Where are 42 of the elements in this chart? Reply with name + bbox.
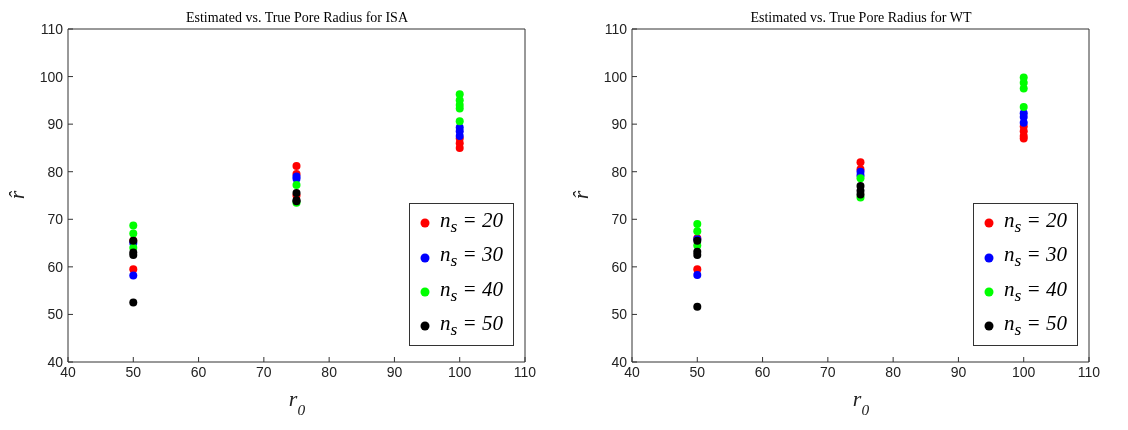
- y-tick-label: 80: [47, 163, 64, 180]
- y-tick-label: 50: [611, 306, 628, 323]
- x-axis-title: r$_{0}$: [852, 386, 870, 418]
- y-tick-label: 100: [603, 68, 628, 85]
- x-tick-label: 60: [754, 363, 771, 380]
- x-tick-label: 70: [820, 363, 836, 380]
- chart-title: Estimated vs. True Pore Radius for WT: [749, 10, 973, 26]
- y-tick-label: 60: [47, 258, 64, 275]
- x-tick-label: 100: [448, 363, 472, 380]
- x-tick-label: 80: [885, 363, 902, 380]
- y-tick-label: 70: [47, 211, 64, 228]
- x-tick-label: 70: [256, 363, 272, 380]
- x-tick-label: 80: [321, 363, 338, 380]
- legend-label: n$_{s}$ = 30: [1004, 242, 1067, 271]
- x-tick-label: 110: [513, 363, 537, 380]
- y-tick-label: 50: [47, 306, 64, 323]
- y-tick-label: 70: [611, 211, 628, 228]
- x-tick-label: 60: [190, 363, 207, 380]
- legend-label: n$_{s}$ = 50: [1004, 310, 1067, 339]
- x-tick-label: 50: [125, 363, 142, 380]
- legend-label: n$_{s}$ = 20: [440, 208, 503, 237]
- x-tick-label: 100: [1012, 363, 1036, 380]
- y-tick-label: 60: [611, 258, 628, 275]
- legend-label: n$_{s}$ = 50: [440, 310, 503, 339]
- x-tick-label: 90: [386, 363, 403, 380]
- y-axis-title: r̂: [4, 190, 29, 200]
- y-tick-label: 110: [40, 20, 64, 37]
- chart-title: Estimated vs. True Pore Radius for ISA: [184, 10, 410, 26]
- x-tick-label: 110: [1077, 363, 1101, 380]
- y-tick-label: 100: [39, 68, 64, 85]
- x-tick-label: 90: [950, 363, 967, 380]
- legend-label: n$_{s}$ = 30: [440, 242, 503, 271]
- y-axis-title: r̂: [568, 190, 593, 200]
- y-tick-label: 90: [47, 116, 64, 133]
- x-axis-title: r$_{0}$: [288, 386, 306, 418]
- legend-label: n$_{s}$ = 20: [1004, 208, 1067, 237]
- y-tick-label: 110: [604, 20, 628, 37]
- y-tick-label: 90: [611, 116, 628, 133]
- legend-label: n$_{s}$ = 40: [1004, 276, 1067, 305]
- y-tick-label: 80: [611, 163, 628, 180]
- legend-label: n$_{s}$ = 40: [440, 276, 503, 305]
- x-tick-label: 50: [689, 363, 706, 380]
